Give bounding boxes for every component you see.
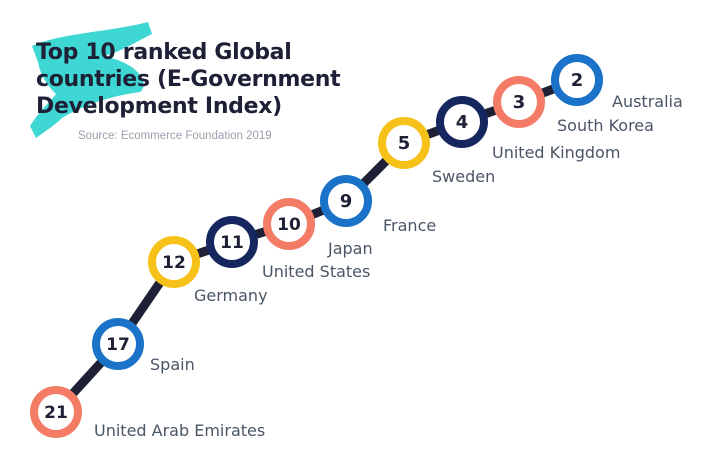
brush-highlight	[30, 22, 152, 138]
rank-ring	[378, 117, 430, 169]
rank-number: 2	[571, 70, 584, 91]
chart-title-line-3: Development Index)	[36, 94, 282, 119]
rank-node: 3	[493, 76, 545, 128]
country-label: Japan	[327, 239, 373, 258]
country-label: Australia	[612, 92, 683, 111]
rank-number: 17	[106, 335, 130, 355]
rank-node: 5	[378, 117, 430, 169]
country-label: France	[383, 216, 436, 235]
rank-number: 9	[340, 191, 353, 212]
rank-ring	[30, 386, 82, 438]
country-label: United States	[262, 262, 370, 281]
chart-title-line-1: Top 10 ranked Global	[36, 40, 291, 65]
rank-number: 10	[277, 215, 301, 235]
chart-title-line-2: countries (E-Government	[36, 67, 341, 92]
rank-node: 17	[92, 318, 144, 370]
rank-number: 3	[513, 92, 526, 113]
rank-node: 11	[206, 216, 258, 268]
brush-stroke	[30, 22, 152, 138]
rank-number: 5	[398, 133, 411, 154]
country-labels: United Arab Emirates Spain Germany United S…	[94, 92, 683, 440]
rank-node: 4	[436, 96, 488, 148]
rank-node: 9	[320, 175, 372, 227]
rank-nodes: 21 17 12 11 10 9 5 4 3 2	[30, 54, 603, 438]
rank-node: 21	[30, 386, 82, 438]
country-label: South Korea	[557, 116, 654, 135]
rank-node: 10	[263, 198, 315, 250]
country-label: Germany	[194, 286, 268, 305]
rank-number: 4	[456, 112, 469, 133]
rank-node: 12	[148, 236, 200, 288]
rank-ring	[148, 236, 200, 288]
country-label: Spain	[150, 355, 195, 374]
rank-ring	[436, 96, 488, 148]
rank-ring	[263, 198, 315, 250]
country-label: United Arab Emirates	[94, 421, 265, 440]
rank-ring	[92, 318, 144, 370]
rank-ring	[493, 76, 545, 128]
rank-ring	[551, 54, 603, 106]
rank-number: 12	[162, 253, 186, 273]
rank-ring	[320, 175, 372, 227]
rank-node: 2	[551, 54, 603, 106]
source-note: Source: Ecommerce Foundation 2019	[78, 130, 272, 142]
rank-number: 21	[44, 403, 68, 423]
rank-number: 11	[220, 233, 244, 253]
country-label: Sweden	[432, 167, 495, 186]
rank-ring	[206, 216, 258, 268]
country-label: United Kingdom	[492, 143, 620, 162]
